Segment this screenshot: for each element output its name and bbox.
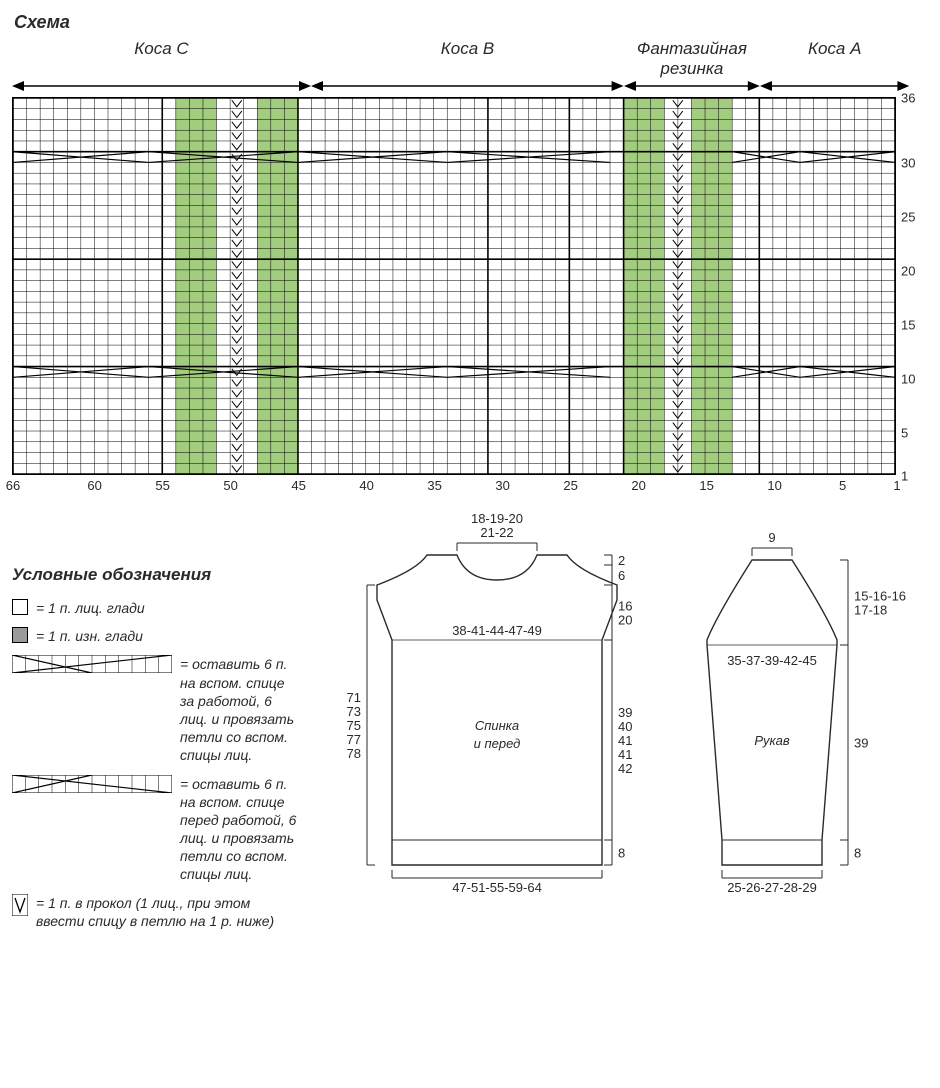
chart-title: Схема [14, 12, 928, 33]
col-tick: 30 [495, 478, 509, 493]
svg-text:21-22: 21-22 [480, 525, 513, 540]
knitting-chart: Коса С Коса В Фантазийнаярезинка Коса A 15 1… [12, 39, 924, 475]
svg-text:73: 73 [347, 704, 361, 719]
legend-item: = 1 п. лиц. глади [12, 599, 302, 617]
svg-text:38-41-44-47-49: 38-41-44-47-49 [452, 623, 542, 638]
section-label: Фантазийнаярезинка [637, 39, 747, 79]
svg-text:40: 40 [618, 719, 632, 734]
svg-text:18-19-20: 18-19-20 [471, 511, 523, 526]
svg-text:6: 6 [618, 568, 625, 583]
row-tick: 25 [901, 209, 915, 224]
col-tick: 35 [427, 478, 441, 493]
section-arrow [12, 77, 311, 95]
row-tick: 15 [901, 317, 915, 332]
svg-text:2: 2 [618, 553, 625, 568]
svg-text:17-18: 17-18 [854, 603, 887, 618]
legend-item: = оставить 6 п. на вспом. спице перед ра… [12, 775, 302, 884]
svg-text:77: 77 [347, 732, 361, 747]
row-tick: 20 [901, 263, 915, 278]
col-tick: 55 [155, 478, 169, 493]
svg-text:35-37-39-42-45: 35-37-39-42-45 [727, 653, 817, 668]
row-tick: 1 [901, 469, 908, 484]
col-tick: 60 [87, 478, 101, 493]
svg-text:39: 39 [854, 736, 868, 751]
legend-item: = оставить 6 п. на вспом. спице за работ… [12, 655, 302, 764]
col-tick: 50 [223, 478, 237, 493]
svg-text:41: 41 [618, 747, 632, 762]
sleeve-schematic: 9 15-16-1617-18 39 8 25-26-27-28-29 35-37-39-… [662, 505, 912, 938]
svg-text:47-51-55-59-64: 47-51-55-59-64 [452, 880, 542, 895]
svg-text:25-26-27-28-29: 25-26-27-28-29 [727, 880, 817, 895]
row-tick: 36 [901, 91, 915, 106]
svg-text:75: 75 [347, 718, 361, 733]
col-tick: 1 [893, 478, 900, 493]
svg-text:78: 78 [347, 746, 361, 761]
row-tick: 5 [901, 425, 908, 440]
legend: Условные обозначения = 1 п. лиц. глади = … [12, 505, 302, 940]
svg-text:8: 8 [618, 846, 625, 861]
svg-text:16-17-18: 16-17-18 [618, 599, 632, 614]
col-tick: 20 [631, 478, 645, 493]
row-tick: 10 [901, 371, 915, 386]
col-tick: 15 [699, 478, 713, 493]
section-arrow [624, 77, 760, 95]
svg-text:8: 8 [854, 846, 861, 861]
svg-text:Рукав: Рукав [754, 733, 790, 748]
section-label: Коса С [134, 39, 188, 59]
svg-text:9: 9 [768, 530, 775, 545]
col-tick: 66 [6, 478, 20, 493]
col-tick: 40 [359, 478, 373, 493]
svg-text:15-16-16: 15-16-16 [854, 589, 906, 604]
section-arrow [311, 77, 624, 95]
row-tick: 30 [901, 155, 915, 170]
legend-item: = 1 п. изн. глади [12, 627, 302, 645]
col-tick: 5 [839, 478, 846, 493]
svg-text:41: 41 [618, 733, 632, 748]
section-label: Коса В [441, 39, 495, 59]
col-tick: 10 [767, 478, 781, 493]
section-label: Коса A [808, 39, 862, 59]
legend-title: Условные обозначения [12, 565, 302, 585]
section-arrow [760, 77, 909, 95]
col-tick: 45 [291, 478, 305, 493]
svg-text:20-21: 20-21 [618, 613, 632, 628]
legend-item: = 1 п. в прокол (1 лиц., при этом ввести… [12, 894, 302, 930]
svg-text:42: 42 [618, 761, 632, 776]
svg-text:71: 71 [347, 690, 361, 705]
svg-text:и перед: и перед [474, 736, 521, 751]
svg-text:Спинка: Спинка [475, 718, 519, 733]
svg-text:39: 39 [618, 705, 632, 720]
body-schematic: 18-19-2021-222616-17-1820-21394041414284… [322, 505, 632, 938]
col-tick: 25 [563, 478, 577, 493]
